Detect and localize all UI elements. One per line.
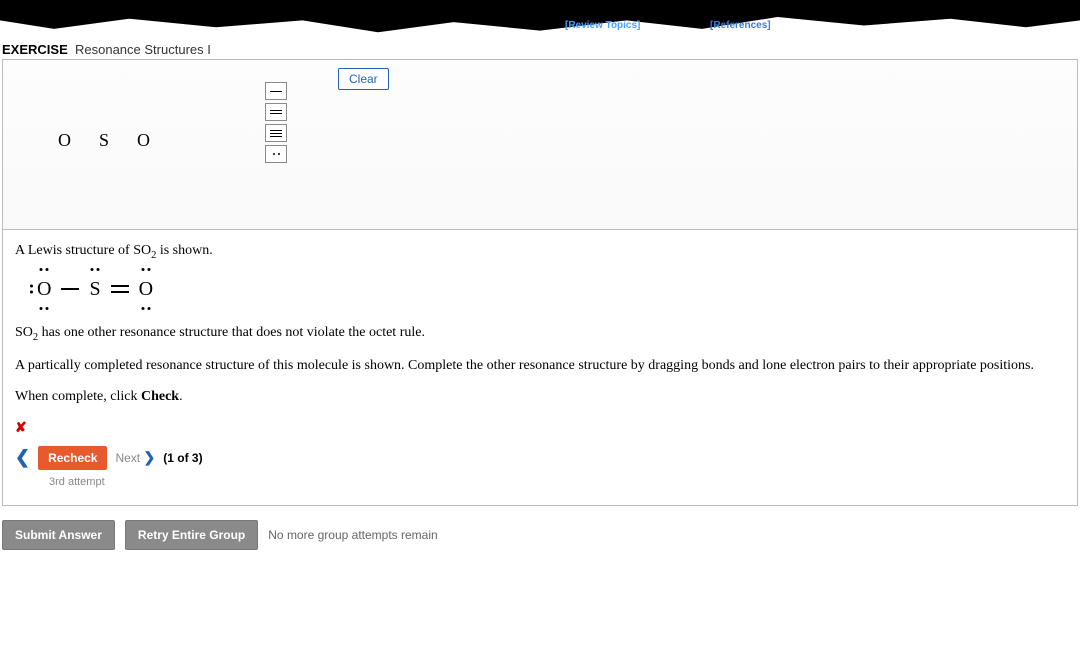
- atom-s-center[interactable]: S: [99, 130, 109, 151]
- exercise-panel: Clear O S O A Lewis structure of SO2 is …: [2, 59, 1078, 506]
- lewis-single-bond: [61, 288, 79, 290]
- recheck-button[interactable]: Recheck: [38, 446, 107, 470]
- atom-o-right[interactable]: O: [137, 130, 150, 151]
- bond-palette: [265, 82, 287, 163]
- double-bond-tool[interactable]: [265, 103, 287, 121]
- review-topics-link[interactable]: [Review Topics]: [565, 20, 640, 31]
- canvas-atoms[interactable]: O S O: [58, 130, 150, 151]
- question-line4: When complete, click Check.: [15, 386, 1065, 407]
- footer-row: Submit Answer Retry Entire Group No more…: [2, 520, 1078, 550]
- prev-chevron-icon[interactable]: ❮: [15, 444, 30, 471]
- attempt-counter: (1 of 3): [163, 449, 202, 467]
- lewis-o-right: O: [139, 274, 153, 304]
- submit-answer-button[interactable]: Submit Answer: [2, 520, 115, 550]
- attempt-label: 3rd attempt: [49, 474, 1065, 491]
- exercise-header: EXERCISE Resonance Structures I: [0, 40, 1080, 59]
- next-button[interactable]: Next ❯: [115, 447, 155, 468]
- triple-bond-tool[interactable]: [265, 124, 287, 142]
- lewis-double-bond: [111, 285, 129, 293]
- question-text-area: A Lewis structure of SO2 is shown. O S O: [3, 230, 1077, 505]
- retry-group-button[interactable]: Retry Entire Group: [125, 520, 258, 550]
- top-links-bar: [Review Topics] [References]: [0, 20, 1080, 36]
- single-bond-tool[interactable]: [265, 82, 287, 100]
- question-line3: A partically completed resonance structu…: [15, 355, 1065, 376]
- exercise-title: Resonance Structures I: [71, 42, 210, 57]
- lewis-s-center: S: [89, 274, 100, 304]
- next-chevron-icon: ❯: [144, 449, 156, 465]
- drawing-canvas[interactable]: Clear O S O: [3, 60, 1077, 230]
- references-link[interactable]: [References]: [710, 20, 771, 31]
- given-lewis-structure: O S O: [37, 274, 1065, 304]
- lewis-o-left: O: [37, 274, 51, 304]
- exercise-label: EXERCISE: [2, 42, 68, 57]
- question-line2: SO2 has one other resonance structure th…: [15, 322, 1065, 346]
- no-attempts-message: No more group attempts remain: [268, 528, 437, 542]
- question-intro: A Lewis structure of SO2 is shown.: [15, 240, 1065, 264]
- clear-button[interactable]: Clear: [338, 68, 389, 90]
- incorrect-icon: ✘: [15, 417, 1065, 438]
- feedback-nav-row: ❮ Recheck Next ❯ (1 of 3): [15, 444, 1065, 471]
- atom-o-left[interactable]: O: [58, 130, 71, 151]
- lone-pair-tool[interactable]: [265, 145, 287, 163]
